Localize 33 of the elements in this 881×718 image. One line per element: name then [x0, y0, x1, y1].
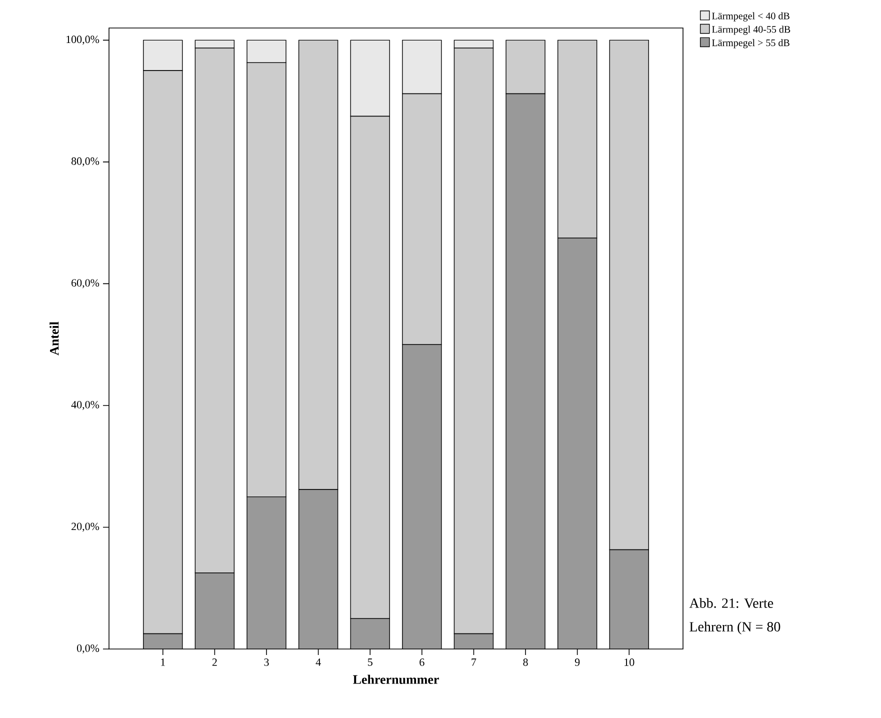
bar	[609, 549, 649, 649]
y-tick-label: 80,0%	[71, 157, 100, 166]
bar	[143, 634, 182, 649]
x-tick-label: 1	[161, 658, 165, 666]
text: Lehrern (N = 80	[690, 622, 780, 634]
bar	[350, 618, 390, 649]
y-tick-label: 60,0%	[72, 279, 100, 288]
bar	[454, 634, 494, 649]
x-tick-label: 6	[420, 658, 424, 666]
bar	[558, 238, 597, 649]
x-tick-label: 5	[368, 658, 372, 666]
x-tick-label: 7	[472, 658, 476, 666]
x-axis-title: Lehrernummer	[353, 674, 439, 684]
x-tick-label: 3	[264, 658, 269, 666]
y-tick-label: 40,0%	[71, 400, 100, 410]
y-tick-label: 0,0%	[76, 644, 100, 654]
x-tick-label: 4	[316, 658, 321, 666]
y-tick-label: 100,0%	[66, 36, 100, 45]
legend-label: Lärmpegel > 55 dB	[712, 39, 790, 48]
x-tick-label: 10	[624, 658, 634, 666]
legend-label: Lärmpegel < 40 dB	[712, 12, 790, 22]
x-tick-label: 8	[523, 658, 528, 666]
caption: Abb. 21: Verte	[689, 598, 774, 608]
legend-label: Lärmpegl 40-55 dB	[712, 26, 790, 35]
bar	[298, 489, 338, 649]
bar	[195, 572, 234, 649]
bar	[402, 344, 442, 649]
x-tick-label: 2	[212, 658, 217, 666]
y-axis-title: Anteil	[50, 322, 59, 356]
y-tick-label: 20,0%	[72, 522, 100, 532]
x-tick-label: 9	[574, 658, 580, 666]
bar	[506, 94, 546, 649]
bar	[246, 496, 286, 649]
